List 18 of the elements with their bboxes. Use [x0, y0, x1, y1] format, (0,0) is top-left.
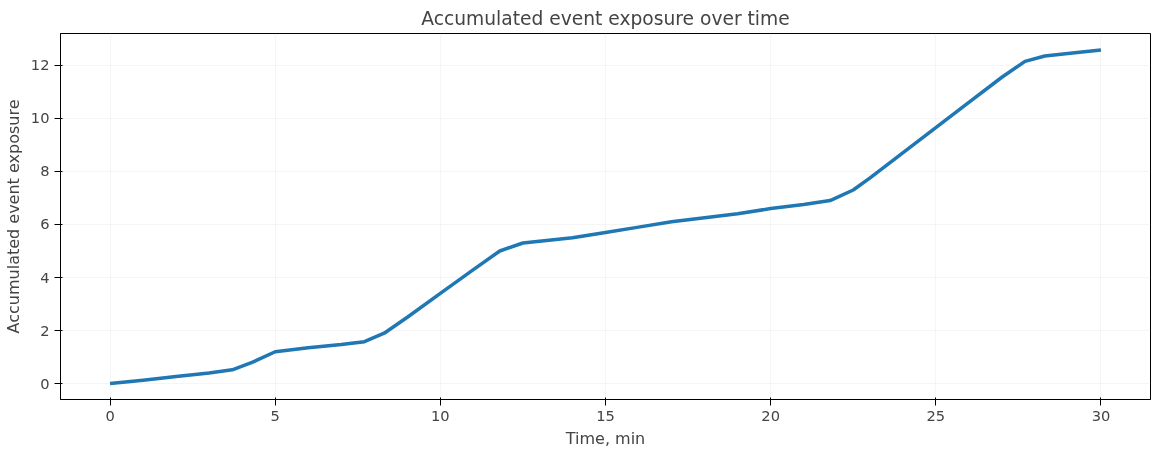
y-tick-label: 10 — [30, 109, 50, 127]
x-tick-label: 5 — [270, 406, 280, 424]
chart-title: Accumulated event exposure over time — [421, 7, 790, 29]
x-tick-label: 20 — [761, 406, 780, 424]
x-tick-label: 30 — [1091, 406, 1111, 424]
y-tick-label: 6 — [40, 215, 50, 233]
y-axis-title: Accumulated event exposure — [3, 99, 23, 334]
line-series — [108, 48, 1103, 386]
x-tick-label: 15 — [596, 406, 615, 424]
y-tick-label: 2 — [40, 321, 50, 339]
x-tick-label: 25 — [926, 406, 946, 424]
y-tick-label: 12 — [30, 56, 50, 74]
y-tick-label: 8 — [40, 162, 50, 180]
y-tick-label: 4 — [40, 268, 50, 286]
x-tick-label: 10 — [431, 406, 450, 424]
x-tick-label: 0 — [105, 406, 115, 424]
x-axis-title: Time, min — [564, 428, 646, 448]
y-tick-label: 0 — [40, 374, 50, 392]
